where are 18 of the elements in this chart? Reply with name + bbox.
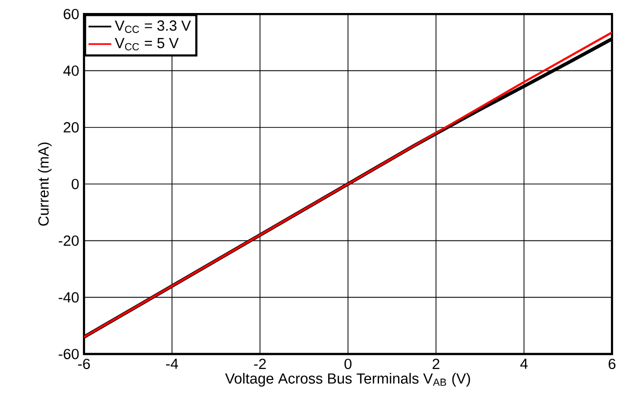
y-tick-label: 20: [64, 122, 79, 133]
y-tick-label: -60: [58, 348, 79, 360]
x-tick-label: -4: [166, 358, 178, 369]
x-tick-label: -6: [78, 358, 90, 370]
x-tick-label: 0: [344, 358, 352, 370]
y-tick-label: -40: [58, 292, 79, 303]
y-tick-label: 0: [72, 178, 79, 190]
x-tick-label: 4: [520, 358, 528, 369]
x-axis-title: Voltage Across Bus Terminals V$_{AB}$ (V): [225, 372, 470, 387]
x-tick-label: -2: [254, 358, 266, 369]
x-tick-label: 6: [608, 358, 616, 370]
y-tick-label: -20: [58, 235, 79, 246]
y-tick-label: 60: [64, 8, 79, 20]
legend-label: V$_{CC}$ = 3.3 V: [114, 20, 191, 33]
legend-label: V$_{CC}$ = 5 V: [114, 38, 179, 50]
x-tick-label: 2: [432, 358, 440, 369]
y-axis-title: Current (mA): [38, 142, 52, 226]
y-tick-label: 40: [63, 66, 79, 76]
